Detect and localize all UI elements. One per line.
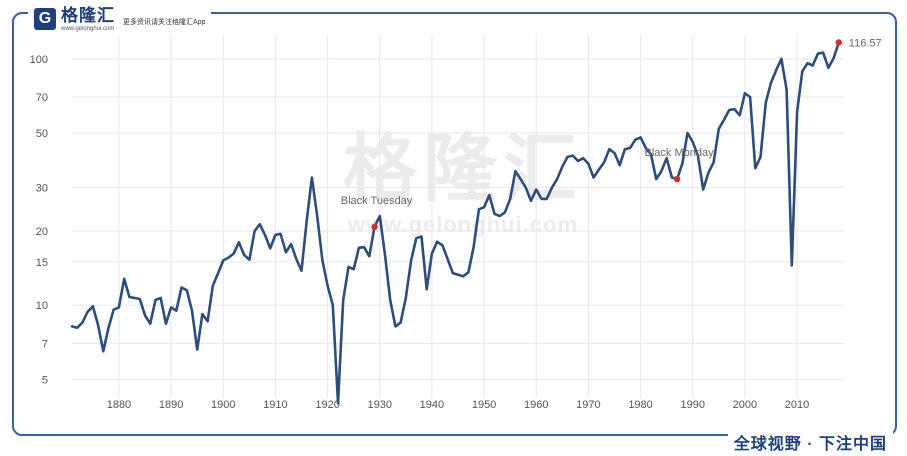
y-tick-label: 20 xyxy=(36,226,48,238)
brand-tagline: 更多资讯请关注格隆汇App xyxy=(123,19,206,26)
series-line xyxy=(70,41,841,405)
x-tick-label: 1880 xyxy=(107,399,131,411)
x-tick-label: 2010 xyxy=(785,399,809,411)
x-tick-label: 1970 xyxy=(576,399,600,411)
x-tick-label: 2000 xyxy=(733,399,757,411)
x-tick-label: 1960 xyxy=(524,399,548,411)
annotation-label: Black Tuesday xyxy=(341,195,413,207)
annotation-label: Black Monday xyxy=(645,147,715,159)
chart-grid xyxy=(72,35,844,398)
y-tick-label: 100 xyxy=(30,54,48,66)
x-tick-label: 1980 xyxy=(628,399,652,411)
y-tick-label: 50 xyxy=(36,128,48,140)
chart-frame xyxy=(12,12,897,436)
x-tick-label: 1940 xyxy=(420,399,444,411)
end-point-marker xyxy=(835,39,842,46)
x-tick-label: 1930 xyxy=(368,399,392,411)
brand-logo-icon: G xyxy=(34,8,56,30)
y-tick-label: 15 xyxy=(36,257,48,269)
slogan: 全球视野 · 下注中国 xyxy=(727,430,893,454)
brand-texts: 格隆汇 www.gelonghui.com xyxy=(61,7,115,32)
x-tick-label: 1920 xyxy=(315,399,339,411)
brand-header: G 格隆汇 www.gelonghui.com 更多资讯请关注格隆汇App xyxy=(28,4,212,34)
x-tick-label: 1890 xyxy=(159,399,183,411)
x-tick-label: 1910 xyxy=(263,399,287,411)
brand-name: 格隆汇 xyxy=(61,5,115,25)
x-tick-label: 1990 xyxy=(680,399,704,411)
y-axis-ticks: 5 7 10 15 20 30 50 70 100 xyxy=(30,54,48,386)
y-tick-label: 70 xyxy=(36,92,48,104)
chart-annotations: Black Tuesday Black Monday 116.57 xyxy=(341,37,882,231)
x-tick-label: 1950 xyxy=(472,399,496,411)
brand-domain: www.gelonghui.com xyxy=(61,25,115,32)
x-tick-label: 1900 xyxy=(211,399,235,411)
y-tick-label: 30 xyxy=(36,183,48,195)
end-value-label: 116.57 xyxy=(849,37,882,49)
x-axis-ticks: 1880 1890 1900 1910 1920 1930 1940 1950 1960 1970… xyxy=(107,399,810,411)
y-tick-label: 10 xyxy=(36,300,48,312)
y-tick-label: 5 xyxy=(42,374,48,386)
annotation-marker xyxy=(673,175,681,183)
y-tick-label: 7 xyxy=(42,338,48,350)
annotation-marker xyxy=(371,223,378,231)
